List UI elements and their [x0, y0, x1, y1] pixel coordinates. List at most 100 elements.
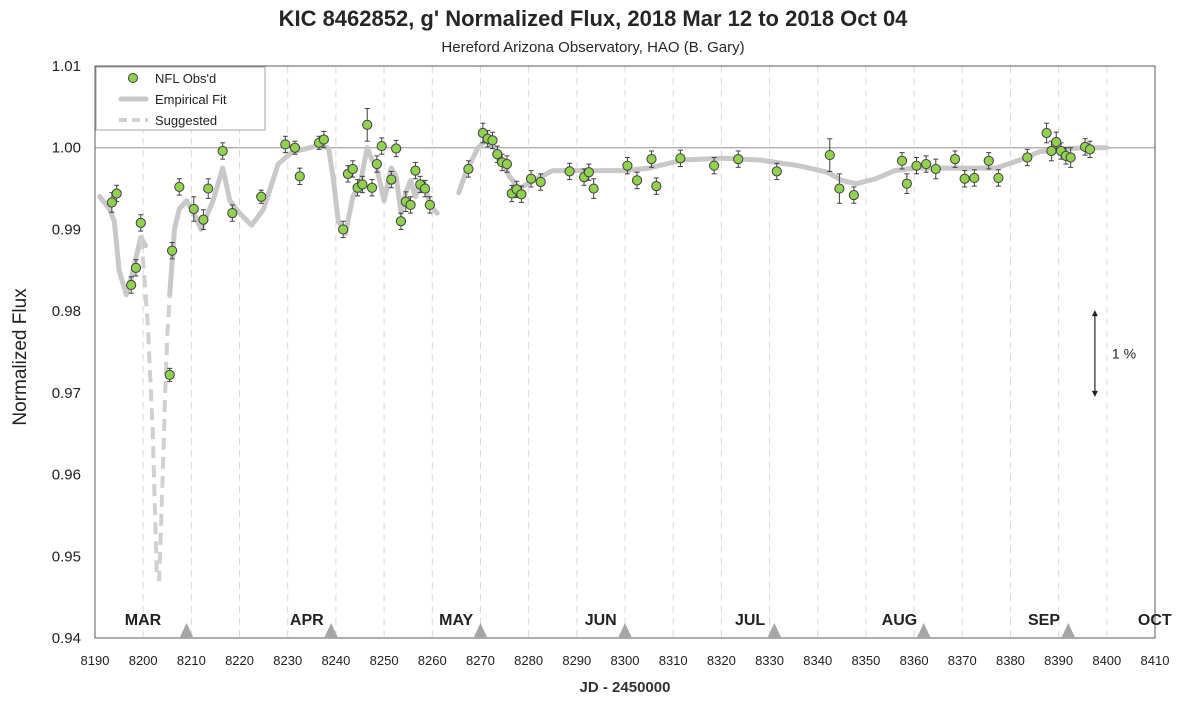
data-point — [106, 197, 117, 208]
grid-lines — [142, 66, 1108, 638]
x-tick-label: 8400 — [1092, 653, 1121, 668]
x-tick-label: 8310 — [659, 653, 688, 668]
y-tick-labels: 0.94 0.95 0.96 0.97 0.98 0.99 1.00 1.01 — [52, 58, 81, 647]
data-point — [535, 176, 546, 188]
x-tick-label: 8260 — [418, 653, 447, 668]
month-label: SEP — [1028, 612, 1060, 629]
data-point — [362, 119, 373, 130]
fit-line-segment — [97, 194, 149, 298]
scale-label: 1 % — [1112, 346, 1136, 362]
month-marker — [1061, 623, 1076, 638]
y-tick-label: 0.95 — [52, 548, 81, 565]
month-marker — [179, 623, 194, 638]
month-marker — [916, 623, 931, 638]
month-label: JUN — [585, 612, 617, 629]
legend-symbol-observed — [128, 73, 138, 83]
data-point — [203, 183, 214, 194]
legend-label-suggested: Suggested — [155, 113, 217, 128]
data-point — [395, 216, 407, 227]
y-tick-label: 0.94 — [52, 630, 81, 647]
data-point — [294, 171, 305, 182]
scale-arrow-head-up — [1091, 310, 1098, 317]
data-point — [1065, 152, 1076, 163]
data-point — [525, 173, 537, 184]
y-axis-label: Normalized Flux — [10, 288, 31, 426]
data-point — [588, 183, 599, 194]
data-point — [896, 155, 908, 166]
data-point — [280, 139, 291, 150]
data-point — [289, 142, 301, 153]
data-point — [366, 182, 378, 193]
data-point — [622, 160, 633, 171]
data-point — [174, 181, 185, 193]
x-tick-label: 8380 — [996, 653, 1025, 668]
data-point — [901, 178, 912, 189]
month-marker — [324, 623, 339, 638]
data-point — [583, 167, 594, 178]
legend-label-observed: NFL Obs'd — [155, 71, 216, 86]
y-tick-label: 1.00 — [52, 140, 81, 157]
data-point — [111, 188, 122, 199]
x-tick-label: 8350 — [851, 653, 880, 668]
month-marker — [618, 623, 632, 638]
data-point — [188, 203, 199, 215]
chart-title: KIC 8462852, g' Normalized Flux, 2018 Ma… — [278, 6, 908, 31]
chart-subtitle: Hereford Arizona Observatory, HAO (B. Ga… — [441, 39, 745, 56]
data-point — [405, 199, 416, 211]
data-point — [318, 134, 329, 145]
data-point — [166, 245, 178, 256]
scale-arrow-head-down — [1091, 390, 1098, 397]
data-point — [347, 163, 358, 175]
data-point — [983, 155, 994, 166]
x-tick-label: 8190 — [81, 653, 110, 668]
data-point — [646, 154, 657, 165]
x-axis-label: JD - 2450000 — [580, 679, 671, 696]
data-point — [217, 145, 228, 157]
data-point — [492, 149, 503, 160]
data-point — [410, 165, 421, 176]
x-tick-label: 8330 — [755, 653, 784, 668]
data-point — [227, 207, 238, 219]
data-point — [376, 140, 387, 152]
legend: NFL Obs'd Empirical Fit Suggested — [95, 66, 266, 131]
data-point — [969, 172, 980, 184]
x-tick-label: 8290 — [562, 653, 591, 668]
x-tick-label: 8250 — [370, 653, 399, 668]
x-tick-label: 8270 — [466, 653, 495, 668]
data-point — [834, 183, 845, 194]
x-tick-label: 8210 — [177, 653, 206, 668]
data-point — [848, 190, 859, 201]
x-tick-label: 8230 — [273, 653, 302, 668]
data-point — [463, 163, 474, 175]
data-point — [487, 135, 498, 146]
data-point — [371, 158, 382, 170]
data-point — [391, 143, 402, 154]
month-marker — [473, 623, 488, 638]
y-tick-label: 0.99 — [52, 221, 81, 238]
data-point — [1046, 145, 1057, 157]
legend-label-fit: Empirical Fit — [155, 92, 227, 107]
x-tick-label: 8370 — [948, 653, 977, 668]
y-tick-label: 0.98 — [52, 303, 81, 320]
x-tick-label: 8300 — [611, 653, 640, 668]
month-labels: MAR APR MAY JUN JUL AUG SEP OCT — [125, 612, 1172, 629]
x-tick-label: 8220 — [225, 653, 254, 668]
data-point — [1022, 152, 1033, 163]
month-markers — [179, 623, 1076, 638]
suggested-series — [138, 237, 172, 582]
x-tick-label: 8340 — [803, 653, 832, 668]
fit-line-segment — [456, 138, 1110, 196]
data-point — [516, 189, 527, 200]
data-point — [198, 214, 209, 225]
data-point — [930, 163, 941, 175]
data-point — [564, 166, 575, 177]
data-point — [631, 175, 643, 186]
fit-line-segment — [167, 141, 440, 298]
data-point — [709, 160, 720, 171]
month-label: APR — [290, 612, 324, 629]
data-point — [130, 262, 142, 273]
x-tick-label: 8280 — [514, 653, 543, 668]
data-point — [771, 166, 782, 177]
data-point — [675, 153, 686, 164]
